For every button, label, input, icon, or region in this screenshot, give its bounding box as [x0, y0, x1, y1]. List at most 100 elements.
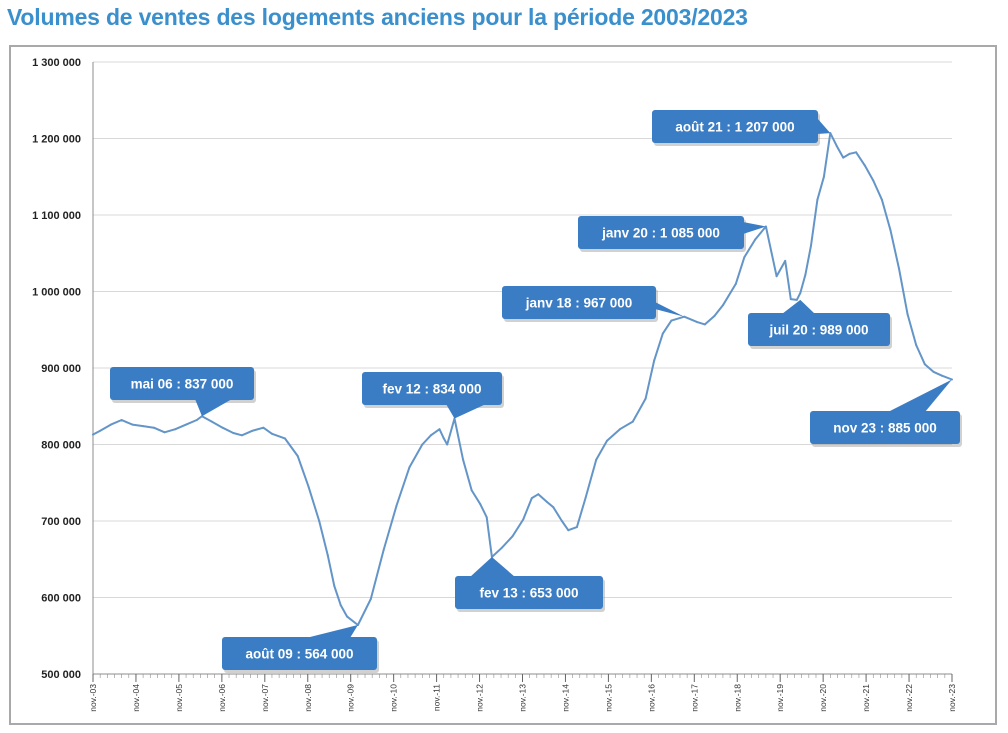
- data-point: [470, 489, 473, 492]
- callout-box: [578, 216, 744, 249]
- data-point: [120, 419, 123, 421]
- callout-label: juil 20 : 989 000: [768, 323, 868, 338]
- callout-box: [455, 576, 603, 609]
- callout-label: nov 23 : 885 000: [833, 421, 937, 436]
- callout-box: [110, 367, 254, 400]
- data-point: [333, 585, 336, 587]
- callout-label: fev 13 : 653 000: [479, 586, 578, 601]
- data-point: [789, 298, 792, 301]
- data-point: [799, 292, 802, 294]
- data-point: [872, 179, 875, 182]
- data-point: [915, 344, 918, 347]
- data-point: [462, 458, 465, 461]
- data-point: [240, 434, 243, 437]
- x-tick-label: nov.-05: [174, 684, 184, 712]
- callouts-layer: mai 06 : 837 000 août 09 : 564 000 fev 12 …: [110, 110, 962, 673]
- data-point: [271, 432, 273, 435]
- y-tick-label: 1 000 000: [32, 287, 81, 299]
- callout-pointer: [306, 625, 358, 638]
- data-point: [575, 526, 578, 529]
- data-point: [522, 518, 525, 521]
- callout: janv 20 : 1 085 000: [578, 216, 766, 252]
- series-line: [92, 132, 953, 626]
- y-tick-label: 1 300 000: [32, 57, 81, 69]
- x-tick-label: nov.-18: [732, 684, 742, 712]
- data-point: [210, 420, 213, 423]
- data-point: [696, 321, 699, 324]
- callout-pointer: [470, 557, 515, 577]
- callout: fev 12 : 834 000: [362, 372, 504, 419]
- data-point: [174, 428, 177, 431]
- data-point: [421, 443, 424, 446]
- callout-label: janv 20 : 1 085 000: [601, 226, 720, 241]
- y-tick-label: 600 000: [41, 593, 81, 605]
- data-point: [537, 493, 540, 496]
- data-point: [346, 615, 349, 618]
- callout: mai 06 : 837 000: [110, 367, 256, 417]
- data-point: [318, 520, 321, 522]
- data-point: [339, 604, 342, 607]
- callout-box: [748, 313, 890, 346]
- data-point: [479, 503, 482, 506]
- data-point: [713, 315, 716, 317]
- data-point: [941, 374, 943, 377]
- data-point: [653, 359, 656, 362]
- data-point: [810, 244, 812, 247]
- data-point: [618, 428, 621, 431]
- data-point: [889, 229, 892, 232]
- callout: août 21 : 1 207 000: [652, 110, 831, 146]
- data-point: [816, 198, 819, 201]
- data-point: [395, 504, 398, 507]
- data-point: [754, 238, 757, 241]
- x-tick-label: nov.-06: [217, 684, 227, 712]
- x-tick-label: nov.-09: [346, 684, 356, 712]
- x-tick-label: nov.-20: [818, 684, 828, 712]
- data-point: [721, 304, 724, 307]
- callout-pointer: [195, 399, 232, 417]
- data-point: [795, 298, 798, 301]
- callout-pointer: [782, 299, 815, 314]
- callout: nov 23 : 885 000: [810, 379, 962, 447]
- callout: fev 13 : 653 000: [455, 557, 605, 612]
- chart-title: Volumes de ventes des logements anciens …: [7, 4, 748, 30]
- data-point: [446, 443, 449, 446]
- x-tick-label: nov.-13: [518, 684, 528, 712]
- x-tick-label: nov.-15: [603, 684, 613, 712]
- x-tick-label: nov.-08: [303, 684, 313, 712]
- data-point: [296, 455, 299, 457]
- data-point: [283, 437, 286, 440]
- callout-pointer: [446, 404, 486, 419]
- x-tick-label: nov.-14: [560, 684, 570, 712]
- x-tick-label: nov.-12: [475, 684, 485, 712]
- data-point: [898, 267, 900, 270]
- x-tick-label: nov.-17: [689, 684, 699, 712]
- callout-pointer: [817, 118, 831, 134]
- data-point: [221, 426, 224, 429]
- data-point: [307, 485, 310, 488]
- data-point: [500, 546, 503, 549]
- data-point: [545, 500, 548, 503]
- data-point: [863, 164, 866, 167]
- data-point: [99, 429, 102, 432]
- data-point: [880, 198, 883, 201]
- data-point: [511, 535, 514, 538]
- y-tick-label: 1 200 000: [32, 134, 81, 146]
- callout-label: janv 18 : 967 000: [525, 296, 633, 311]
- data-point: [848, 152, 851, 155]
- x-tick-label: nov.-16: [646, 684, 656, 712]
- data-point: [109, 423, 112, 426]
- data-point: [595, 458, 598, 461]
- data-point: [775, 275, 778, 278]
- data-point: [552, 506, 555, 509]
- data-point: [262, 426, 265, 429]
- callout-pointer: [888, 379, 952, 412]
- data-point: [442, 437, 445, 440]
- data-point: [408, 466, 411, 469]
- data-point: [734, 282, 737, 285]
- data-point: [784, 259, 787, 262]
- data-point: [835, 145, 838, 148]
- callout-pointer: [743, 222, 766, 234]
- data-point: [661, 332, 664, 335]
- x-tick-label: nov.-22: [904, 684, 914, 712]
- y-tick-label: 700 000: [41, 516, 81, 528]
